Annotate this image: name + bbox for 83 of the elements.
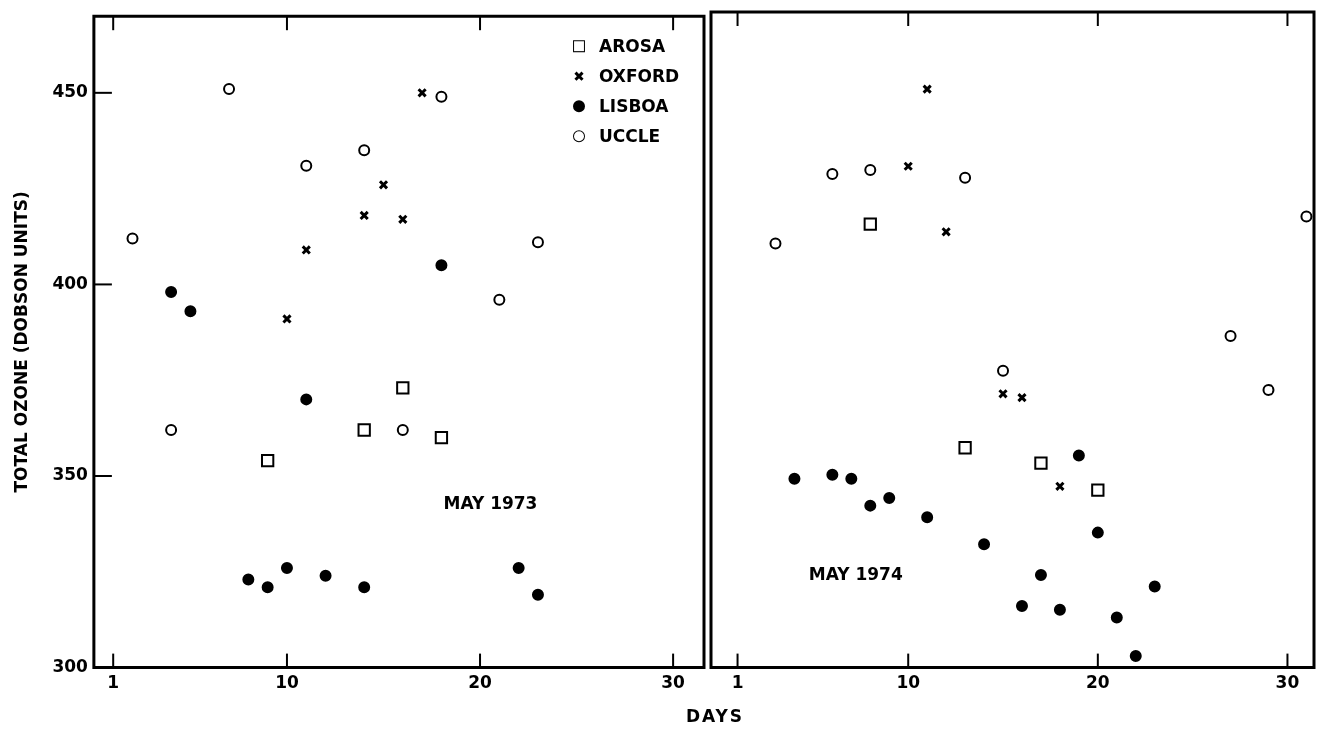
point <box>826 167 839 180</box>
annotation: MAY 1974 <box>808 564 903 585</box>
point <box>435 90 448 103</box>
point <box>1300 210 1313 223</box>
point <box>1015 599 1028 612</box>
point <box>922 84 933 95</box>
point <box>512 561 525 574</box>
point <box>921 511 934 524</box>
point <box>435 259 448 272</box>
point <box>280 561 293 574</box>
point <box>378 179 389 190</box>
point <box>281 313 292 324</box>
point <box>883 491 896 504</box>
y-axis-title: TOTAL OZONE (DOBSON UNITS) <box>10 191 31 493</box>
point <box>1110 611 1123 624</box>
point <box>434 431 449 445</box>
point <box>863 217 877 231</box>
x-tick-label: 10 <box>275 672 299 693</box>
point <box>242 573 255 586</box>
point <box>223 83 236 95</box>
x-tick-label: 1 <box>107 672 120 693</box>
point <box>788 472 801 485</box>
point <box>359 210 370 221</box>
point <box>997 364 1010 377</box>
point <box>903 161 914 172</box>
point <box>319 569 332 582</box>
point <box>864 164 877 177</box>
point <box>1053 603 1066 616</box>
y-tick-label: 300 <box>52 656 89 677</box>
point <box>1091 526 1104 539</box>
point <box>1262 383 1275 396</box>
x-tick-label: 1 <box>731 672 744 693</box>
point <box>1054 481 1065 492</box>
point <box>165 286 178 299</box>
y-tick-label: 400 <box>52 272 89 293</box>
point <box>396 424 409 437</box>
point <box>301 244 312 255</box>
legend-label: UCCLE <box>599 125 661 146</box>
point <box>864 499 877 512</box>
point <box>396 381 410 395</box>
point <box>1091 483 1105 497</box>
point <box>1129 650 1142 663</box>
point <box>358 144 371 157</box>
y-tick-label: 350 <box>52 464 89 485</box>
x-tick-label: 10 <box>896 672 921 693</box>
point <box>1034 569 1047 582</box>
point <box>1034 456 1048 470</box>
point <box>261 454 275 468</box>
point <box>959 171 972 184</box>
point <box>184 305 197 318</box>
point <box>826 468 839 481</box>
point <box>417 87 428 98</box>
point <box>941 226 952 237</box>
point <box>997 388 1009 399</box>
point <box>357 423 371 437</box>
point <box>1224 329 1237 342</box>
point <box>126 232 139 245</box>
point <box>1148 580 1161 593</box>
legend-label: AROSA <box>599 35 666 56</box>
x-tick-label: 30 <box>1275 672 1300 693</box>
legend-label: LISBOA <box>599 95 670 116</box>
point <box>300 393 313 406</box>
point <box>1072 449 1085 462</box>
annotation: MAY 1973 <box>443 493 538 514</box>
point <box>531 588 544 601</box>
point <box>531 236 544 249</box>
point <box>397 214 408 225</box>
legend-label: OXFORD <box>599 65 680 86</box>
point <box>165 424 178 437</box>
x-tick-label: 20 <box>468 672 493 693</box>
x-tick-label: 30 <box>661 672 686 693</box>
point <box>300 159 313 172</box>
point <box>978 538 991 551</box>
point <box>958 441 972 455</box>
point <box>1016 392 1028 403</box>
point <box>261 581 274 594</box>
point <box>845 472 858 485</box>
x-axis-title: DAYS <box>684 706 746 726</box>
point <box>769 237 782 250</box>
x-tick-label: 20 <box>1085 672 1110 693</box>
point <box>358 581 371 594</box>
point <box>493 293 506 306</box>
y-tick-label: 450 <box>52 81 89 102</box>
